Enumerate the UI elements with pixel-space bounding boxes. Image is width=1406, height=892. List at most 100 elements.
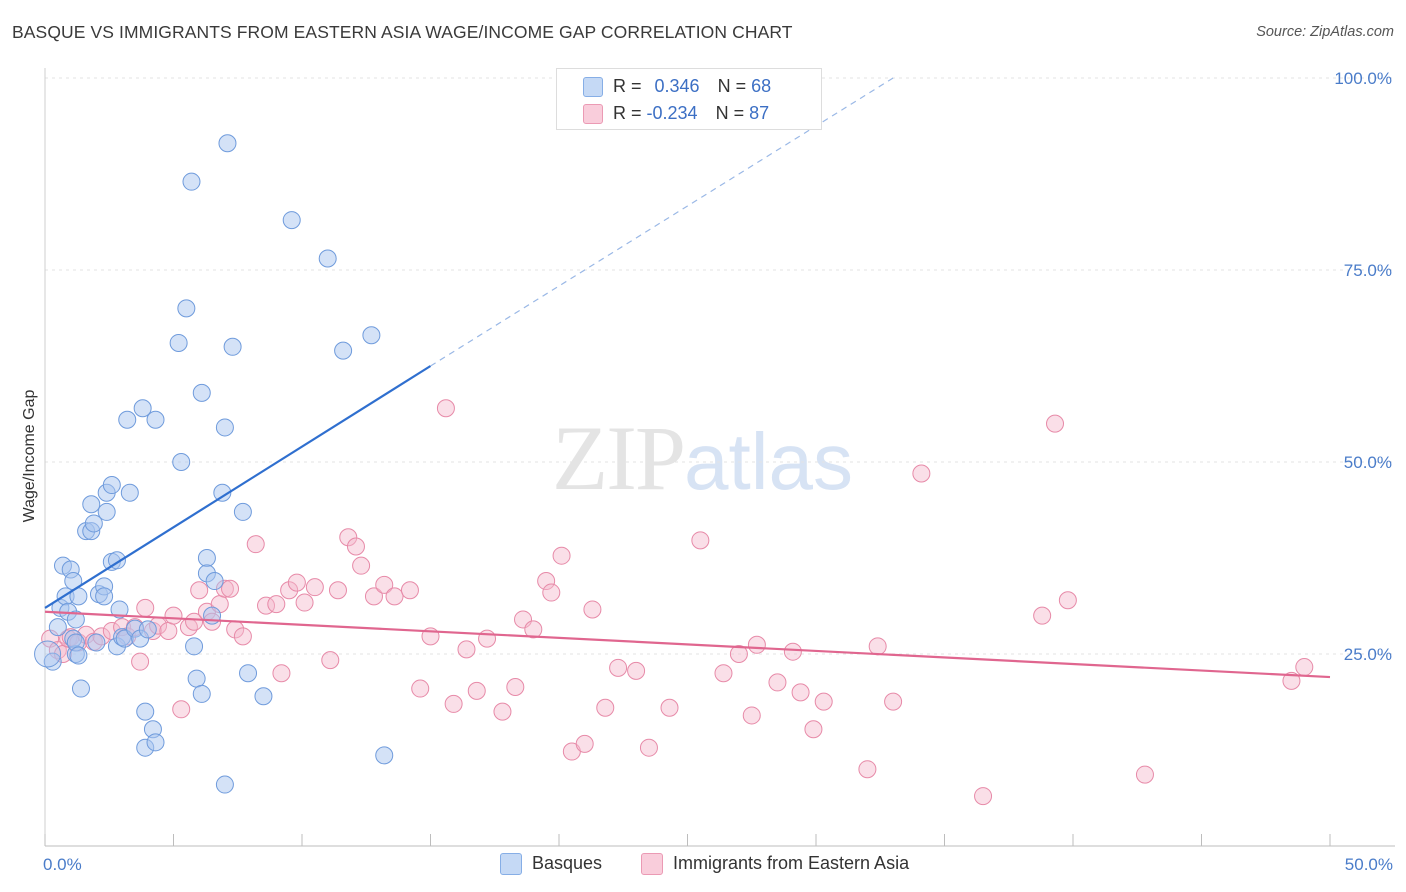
asia-point-71 xyxy=(729,645,748,663)
bottom-legend-label-asia: Immigrants from Eastern Asia xyxy=(673,853,910,873)
basques-point-29 xyxy=(110,600,129,619)
legend-text-asia: R = -0.234 N = 87 xyxy=(613,103,769,124)
asia-point-22 xyxy=(190,581,209,600)
basques-point-44 xyxy=(172,453,191,471)
basques-point-58 xyxy=(218,134,237,153)
asia-point-73 xyxy=(747,635,766,654)
series-basques-points xyxy=(34,134,394,794)
series-immigrants-points xyxy=(41,399,1314,806)
asia-point-72 xyxy=(742,706,761,725)
basques-point-46 xyxy=(182,172,201,191)
basques-point-48 xyxy=(187,669,206,688)
basques-point-34 xyxy=(118,410,137,429)
basques-point-49 xyxy=(192,684,211,703)
asia-point-17 xyxy=(159,621,178,640)
asia-point-63 xyxy=(583,600,602,619)
basques-point-65 xyxy=(334,341,353,360)
asia-point-59 xyxy=(542,583,561,602)
asia-point-82 xyxy=(912,464,931,483)
y-tick-label-3: 100.0% xyxy=(1334,69,1392,88)
asia-point-64 xyxy=(596,698,615,717)
asia-point-62 xyxy=(575,734,594,753)
asia-point-51 xyxy=(457,640,476,659)
y-tick-label-1: 50.0% xyxy=(1344,453,1392,472)
basques-point-large xyxy=(34,640,62,668)
asia-point-86 xyxy=(1058,591,1077,610)
asia-point-69 xyxy=(691,531,710,550)
asia-point-52 xyxy=(467,681,486,700)
asia-trend-line xyxy=(44,610,1331,679)
grid xyxy=(45,77,1395,655)
basques-point-19 xyxy=(87,633,106,652)
asia-point-35 xyxy=(287,573,306,592)
y-axis-title: Wage/Income Gap xyxy=(21,390,38,523)
chart-title: BASQUE VS IMMIGRANTS FROM EASTERN ASIA W… xyxy=(12,22,793,42)
asia-point-79 xyxy=(858,760,877,779)
basques-point-61 xyxy=(239,664,258,683)
legend-r-value-asia: -0.234 xyxy=(646,103,698,123)
axes xyxy=(44,68,1395,847)
asia-point-54 xyxy=(493,702,512,721)
bottom-legend-swatch-asia xyxy=(641,853,663,875)
asia-point-13 xyxy=(131,652,150,671)
asia-point-50 xyxy=(444,694,463,713)
asia-point-77 xyxy=(804,720,823,739)
legend-r-label: R = xyxy=(613,76,647,96)
basques-point-32 xyxy=(120,483,139,502)
asia-point-38 xyxy=(321,651,340,670)
basques-point-50 xyxy=(192,383,211,402)
basques-point-56 xyxy=(215,418,234,437)
basques-point-66 xyxy=(362,326,381,345)
asia-point-18 xyxy=(164,606,183,625)
basques-point-57 xyxy=(215,775,234,794)
bottom-legend: Basques Immigrants from Eastern Asia xyxy=(0,852,1406,878)
basques-point-18 xyxy=(84,514,103,533)
asia-point-88 xyxy=(1282,671,1301,690)
basques-point-62 xyxy=(254,687,273,706)
asia-point-70 xyxy=(714,664,733,683)
legend-r-value-basques: 0.346 xyxy=(654,76,700,96)
asia-point-36 xyxy=(295,593,314,612)
asia-point-87 xyxy=(1135,765,1154,784)
basques-point-36 xyxy=(133,399,152,418)
asia-point-30 xyxy=(246,535,265,554)
basques-point-17 xyxy=(82,495,101,514)
legend-n-value-asia: 87 xyxy=(749,103,770,123)
asia-point-80 xyxy=(868,637,887,656)
asia-point-41 xyxy=(346,537,365,556)
basques-point-42 xyxy=(138,620,157,639)
asia-point-32 xyxy=(267,595,286,614)
asia-point-84 xyxy=(1033,606,1052,625)
asia-point-14 xyxy=(136,598,155,617)
basques-trend-line xyxy=(44,365,432,609)
asia-point-83 xyxy=(974,787,993,806)
basques-point-41 xyxy=(146,410,165,429)
basques-point-1 xyxy=(48,618,67,637)
asia-point-19 xyxy=(172,700,191,719)
legend-n-label: N = xyxy=(717,76,752,96)
asia-point-55 xyxy=(506,678,525,697)
x-tick-label-min: 0.0% xyxy=(43,855,82,874)
basques-point-40 xyxy=(146,733,165,752)
asia-point-60 xyxy=(552,546,571,565)
legend-swatch-asia xyxy=(583,104,603,124)
basques-point-23 xyxy=(97,502,116,521)
basques-point-67 xyxy=(375,746,394,765)
asia-point-89 xyxy=(1295,658,1314,677)
asia-point-46 xyxy=(400,581,419,600)
asia-point-75 xyxy=(783,642,802,661)
asia-point-39 xyxy=(328,581,347,600)
basques-point-64 xyxy=(318,249,337,268)
asia-point-45 xyxy=(385,587,404,606)
asia-point-78 xyxy=(814,692,833,711)
asia-point-42 xyxy=(352,556,371,575)
basques-point-0 xyxy=(43,652,62,671)
asia-point-67 xyxy=(639,738,658,757)
watermark-zip: ZIP xyxy=(552,407,686,509)
basques-point-37 xyxy=(136,702,155,721)
asia-point-53 xyxy=(478,629,497,648)
basques-point-12 xyxy=(71,679,90,698)
basques-point-63 xyxy=(282,211,301,230)
basques-point-47 xyxy=(185,637,204,656)
